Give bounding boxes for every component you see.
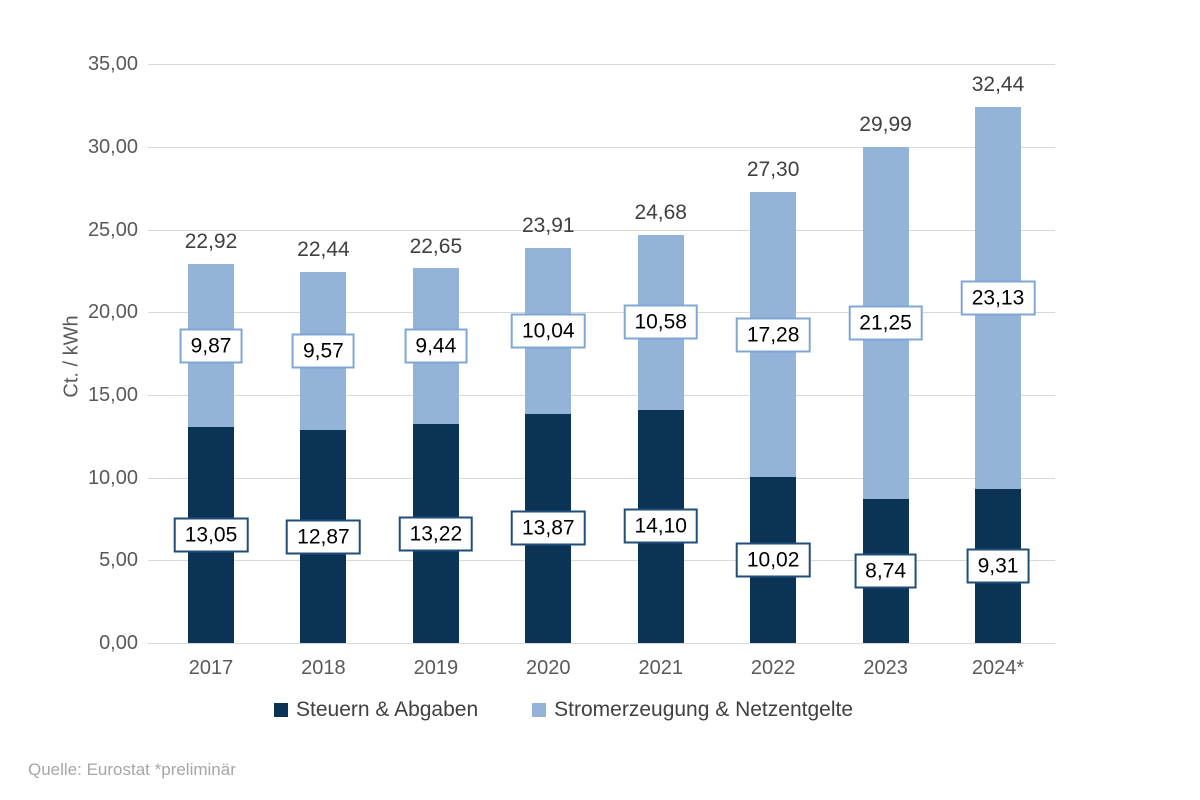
legend-swatch-icon <box>274 703 288 717</box>
segment-value-label-steuern: 13,87 <box>511 510 586 546</box>
y-tick-label: 35,00 <box>87 53 138 76</box>
y-tick-label: 30,00 <box>87 136 138 159</box>
segment-value-label-steuern: 10,02 <box>735 542 811 578</box>
segment-value-label-steuern: 14,10 <box>623 508 698 544</box>
y-tick-label: 10,00 <box>87 466 138 489</box>
x-axis-label: 2019 <box>413 657 459 679</box>
total-value-label: 27,30 <box>746 157 800 181</box>
segment-value-label-stromerzeugung: 9,57 <box>291 333 355 369</box>
y-tick-label: 0,00 <box>99 632 138 654</box>
segment-value-label-stromerzeugung: 9,44 <box>404 328 468 364</box>
legend-label: Stromerzeugung & Netzentgelte <box>554 698 853 721</box>
y-tick-label: 5,00 <box>99 549 138 572</box>
x-axis-label: 2021 <box>638 657 683 679</box>
gridline <box>148 643 1055 644</box>
y-tick-label: 25,00 <box>87 218 138 241</box>
segment-value-label-steuern: 13,05 <box>173 517 249 553</box>
total-value-label: 24,68 <box>634 201 687 225</box>
x-axis-label: 2024* <box>971 657 1025 679</box>
x-axis-label: 2022 <box>750 657 796 679</box>
gridline <box>148 395 1055 397</box>
total-value-label: 23,91 <box>522 213 575 237</box>
legend-item: Stromerzeugung & Netzentgelte <box>532 698 853 722</box>
gridline <box>148 147 1055 149</box>
y-axis-title: Ct. / kWh <box>60 315 83 398</box>
legend-swatch-icon <box>532 703 547 717</box>
segment-value-label-stromerzeugung: 17,28 <box>735 317 811 353</box>
x-axis-label: 2018 <box>301 657 346 679</box>
x-axis-label: 2020 <box>526 657 571 679</box>
gridline <box>148 312 1055 314</box>
gridline <box>148 477 1055 479</box>
segment-value-label-stromerzeugung: 10,58 <box>623 304 698 340</box>
segment-value-label-steuern: 12,87 <box>286 519 361 555</box>
segment-value-label-stromerzeugung: 9,87 <box>179 328 243 364</box>
segment-value-label-steuern: 9,31 <box>966 548 1030 584</box>
total-value-label: 22,92 <box>184 230 238 254</box>
x-axis-label: 2023 <box>863 657 908 679</box>
legend-item: Steuern & Abgaben <box>274 698 478 722</box>
segment-value-label-steuern: 8,74 <box>854 553 918 589</box>
legend: Steuern & Abgaben Stromerzeugung & Netzen… <box>110 698 1017 722</box>
total-value-label: 29,99 <box>859 113 912 137</box>
segment-value-label-steuern: 13,22 <box>398 516 474 552</box>
gridline <box>148 64 1055 66</box>
gridline <box>148 229 1055 231</box>
segment-value-label-stromerzeugung: 23,13 <box>960 280 1036 316</box>
gridline <box>148 560 1055 562</box>
y-tick-label: 15,00 <box>87 384 138 407</box>
segment-value-label-stromerzeugung: 10,04 <box>511 313 586 349</box>
total-value-label: 22,65 <box>409 234 463 258</box>
x-axis-label: 2017 <box>188 657 234 679</box>
total-value-label: 32,44 <box>971 72 1025 96</box>
source-note: Quelle: Eurostat *preliminär <box>28 760 236 779</box>
y-tick-label: 20,00 <box>87 301 138 324</box>
legend-label: Steuern & Abgaben <box>296 698 479 721</box>
total-value-label: 22,44 <box>297 238 350 262</box>
segment-value-label-stromerzeugung: 21,25 <box>848 305 923 341</box>
